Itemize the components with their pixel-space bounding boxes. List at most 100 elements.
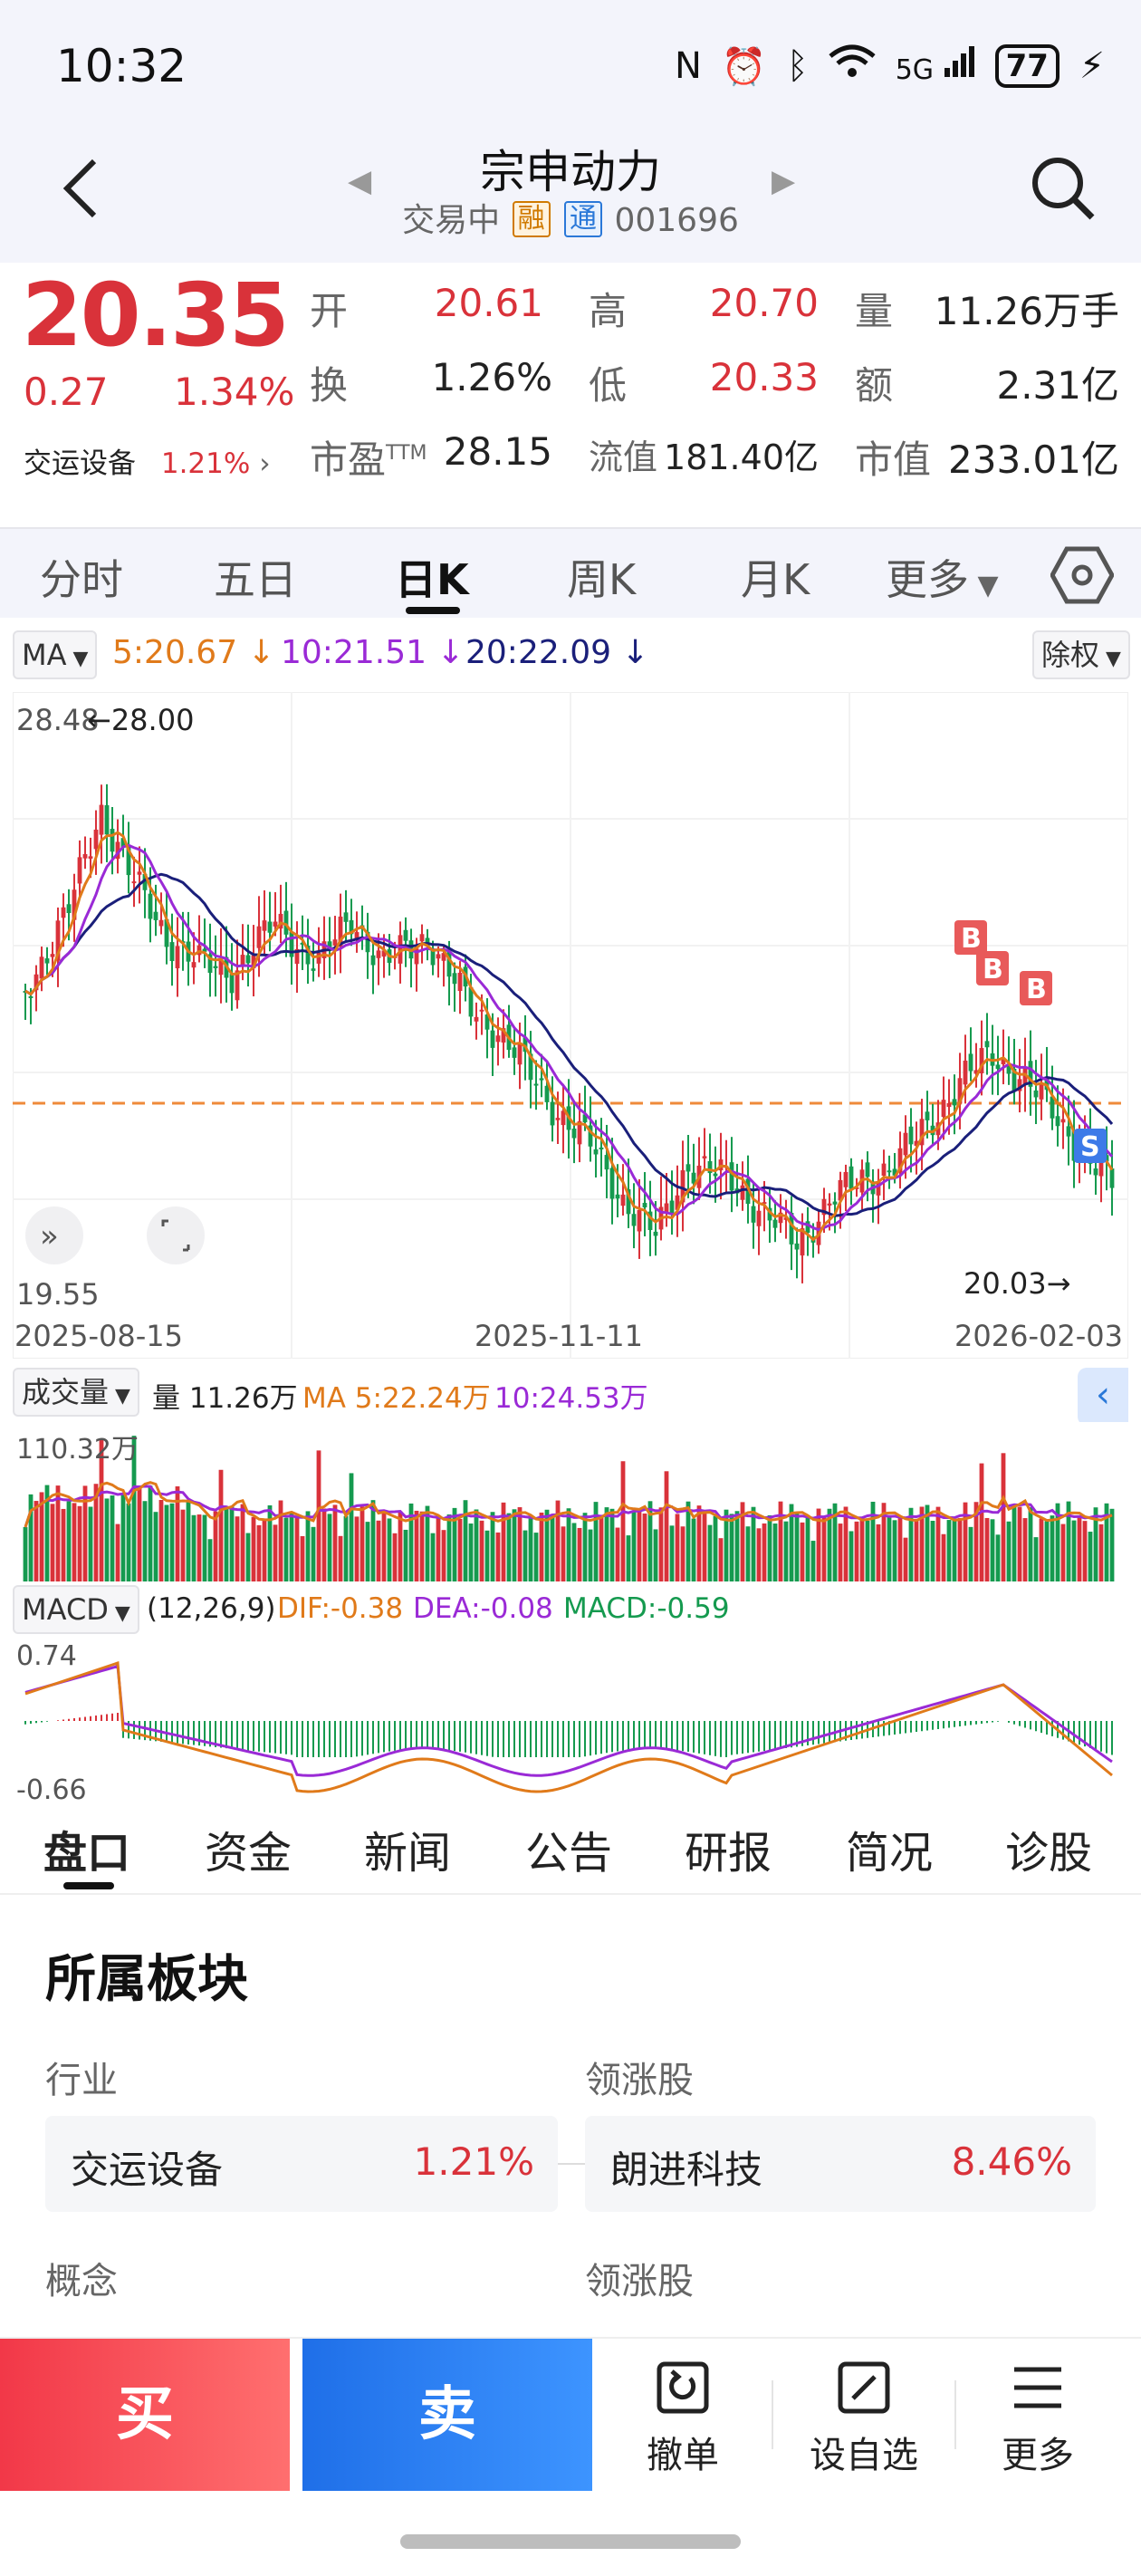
volume-bar — [686, 1501, 691, 1581]
candle-body — [77, 857, 82, 884]
pe-label: 市盈TTM — [310, 437, 427, 482]
volume-bar — [675, 1514, 680, 1581]
float-cap-label: 流值 — [589, 437, 658, 477]
candle-body — [495, 1035, 501, 1043]
candle-body — [218, 958, 224, 976]
back-button[interactable] — [54, 152, 109, 225]
volume-bar — [1082, 1521, 1088, 1581]
candle-body — [338, 916, 343, 947]
industry-leader-card[interactable]: 朗进科技 8.46% — [585, 2116, 1096, 2212]
volume-selector[interactable]: 成交量 ▼ — [13, 1368, 139, 1417]
volume-bar — [387, 1518, 392, 1581]
card-connector — [558, 2163, 585, 2165]
cancel-order-button[interactable]: 撤单 — [601, 2359, 764, 2478]
sell-button[interactable]: 卖 — [302, 2339, 592, 2491]
caret-down-icon: ▼ — [109, 1385, 130, 1408]
tab-daily-k[interactable]: 日K — [395, 555, 469, 604]
volume-bar — [517, 1507, 523, 1581]
volume-bar — [789, 1504, 794, 1581]
sector-link[interactable]: 交运设备 1.21% › — [24, 440, 271, 481]
volume-bar — [1077, 1515, 1082, 1581]
macd-params: (12,26,9) — [147, 1592, 276, 1625]
candle-body — [897, 1148, 903, 1173]
macd-bottom-label: -0.66 — [16, 1774, 87, 1804]
volume-bar — [751, 1506, 756, 1581]
volume-bar — [881, 1503, 887, 1581]
stock-header: ◀ ▶ 宗申动力 交易中 融 通 001696 — [0, 136, 1141, 263]
more-menu-button[interactable]: 更多 — [956, 2359, 1119, 2478]
amount-value: 2.31亿 — [996, 363, 1119, 408]
volume-bar — [609, 1508, 615, 1581]
max-price-label: 28.48 — [16, 703, 100, 737]
candle-body — [72, 889, 77, 920]
ma-selector[interactable]: MA ▼ — [13, 630, 98, 679]
tab-monthly-k[interactable]: 月K — [741, 555, 810, 604]
fullscreen-button[interactable] — [147, 1206, 205, 1264]
volume-bar — [1012, 1504, 1017, 1581]
volume-bar — [810, 1541, 816, 1581]
candle-body — [142, 873, 148, 890]
tab-announcements[interactable]: 公告 — [525, 1828, 613, 1879]
tab-weekly-k[interactable]: 周K — [567, 555, 637, 604]
volume-chart[interactable]: 110.32万 — [13, 1422, 1128, 1581]
tab-news[interactable]: 新闻 — [364, 1828, 452, 1879]
search-button[interactable] — [1029, 154, 1098, 223]
tab-profile[interactable]: 简况 — [846, 1828, 934, 1879]
add-watchlist-button[interactable]: 设自选 — [782, 2359, 945, 2478]
buy-button[interactable]: 买 — [0, 2339, 290, 2491]
dea-line — [24, 1664, 1113, 1777]
volume-bar — [419, 1511, 425, 1581]
candle-body — [767, 1207, 772, 1221]
volume-bar — [158, 1500, 164, 1581]
tab-funds[interactable]: 资金 — [205, 1828, 292, 1879]
bar-divider — [772, 2380, 773, 2449]
volume-bar — [876, 1523, 881, 1581]
tab-order-book[interactable]: 盘口 — [43, 1828, 131, 1879]
volume-bar — [816, 1508, 821, 1581]
home-indicator[interactable] — [400, 2534, 741, 2549]
candle-body — [311, 968, 316, 971]
buy-signal-marker[interactable]: B — [954, 920, 987, 955]
candle-body — [131, 881, 137, 884]
collapse-panel-button[interactable]: ‹ — [1078, 1368, 1128, 1426]
volume-bar — [34, 1501, 39, 1581]
buy-signal-marker[interactable]: B — [976, 951, 1009, 985]
candle-body — [1022, 1068, 1028, 1085]
connect-tag: 通 — [564, 201, 603, 237]
candle-body — [278, 913, 283, 929]
candle-body — [887, 1170, 892, 1173]
volume-bar — [566, 1508, 571, 1581]
candle-body — [115, 841, 120, 860]
industry-card[interactable]: 交运设备 1.21% — [45, 2116, 558, 2212]
tab-research[interactable]: 研报 — [685, 1828, 772, 1879]
tab-intraday[interactable]: 分时 — [40, 555, 123, 604]
next-stock-button[interactable]: ▶ — [772, 163, 796, 199]
macd-chart[interactable]: 0.74 -0.66 — [13, 1638, 1128, 1804]
svg-text:B: B — [1026, 974, 1047, 1005]
volume-bar — [1098, 1523, 1104, 1581]
volume-bar — [506, 1513, 512, 1581]
active-info-tab-indicator — [63, 1882, 114, 1889]
volume-bar — [408, 1503, 414, 1581]
chart-settings-button[interactable] — [1050, 545, 1115, 609]
tab-more[interactable]: 更多 ▼ — [886, 555, 999, 604]
buy-signal-marker[interactable]: B — [1020, 971, 1052, 1005]
alarm-icon: ⏰ — [721, 45, 767, 88]
sell-signal-marker[interactable]: S — [1074, 1129, 1107, 1163]
candle-body — [588, 1125, 593, 1147]
tab-diagnosis[interactable]: 诊股 — [1005, 1828, 1093, 1879]
candle-body — [827, 1203, 832, 1206]
volume-bar — [446, 1514, 452, 1581]
adjust-selector[interactable]: 除权 ▼ — [1032, 630, 1130, 679]
volume-bar — [93, 1484, 99, 1581]
candle-body — [995, 1064, 1001, 1070]
expand-chart-button[interactable]: » — [25, 1206, 83, 1264]
tab-five-day[interactable]: 五日 — [214, 555, 297, 604]
prev-stock-button[interactable]: ◀ — [348, 163, 372, 199]
volume-bar — [235, 1516, 240, 1581]
candle-body — [66, 904, 72, 914]
macd-selector[interactable]: MACD ▼ — [13, 1585, 139, 1634]
volume-bar — [245, 1533, 251, 1581]
candle-body — [979, 1048, 984, 1074]
